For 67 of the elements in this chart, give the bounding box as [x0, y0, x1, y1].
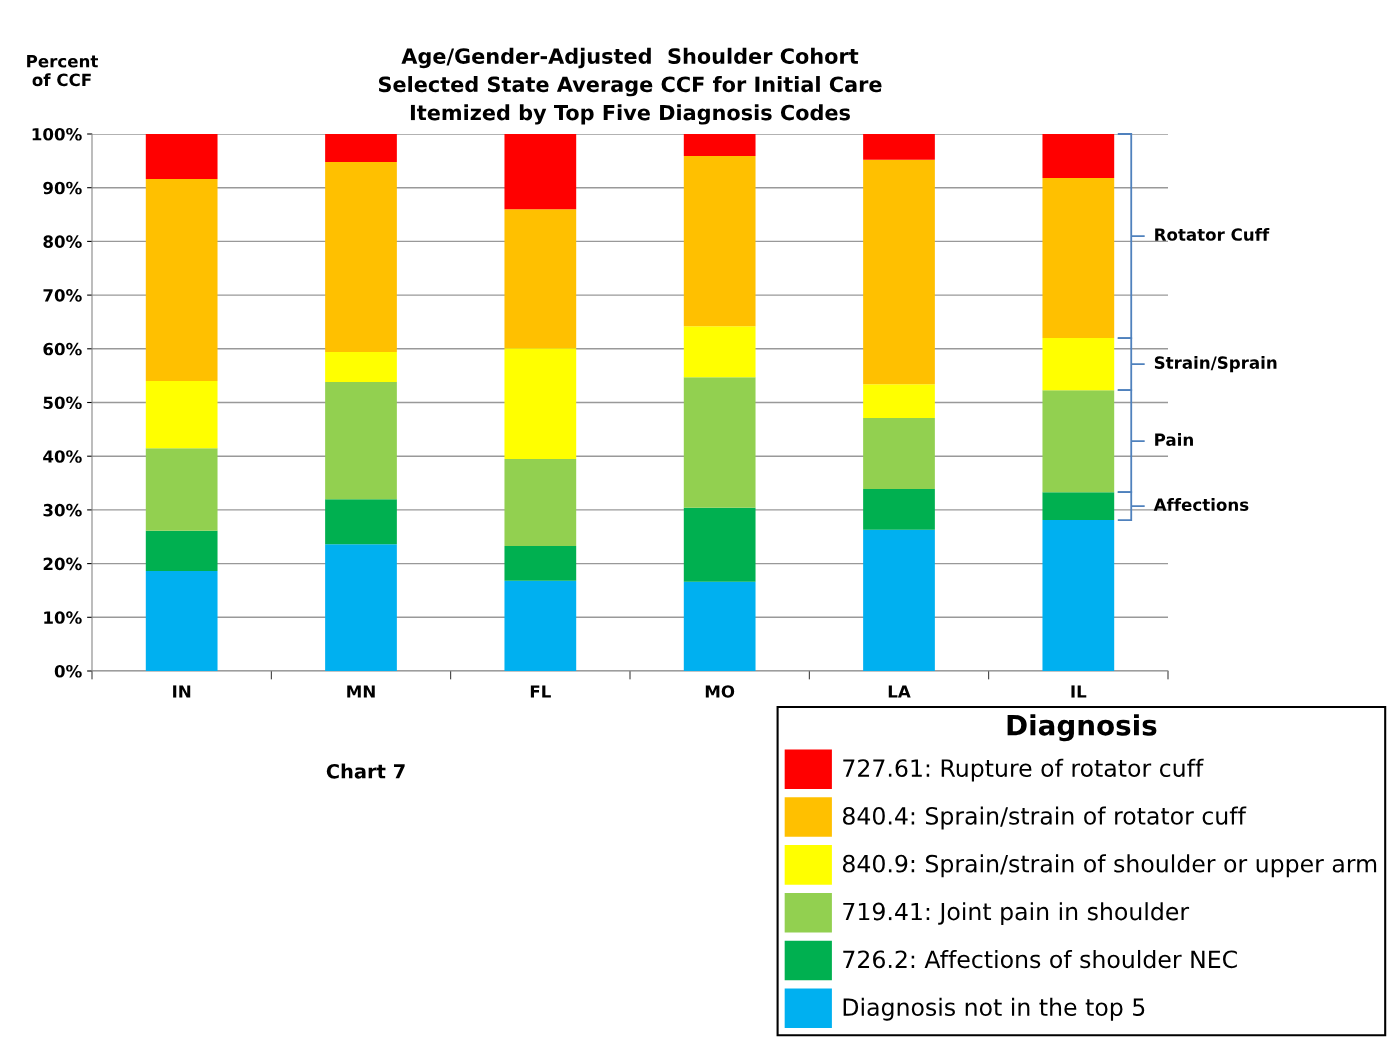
legend-label: 840.9: Sprain/strain of shoulder or upper arm [842, 854, 1377, 878]
y-tick-label: 80% [43, 235, 82, 248]
annotation: Affections [1153, 498, 1249, 511]
bar [1042, 338, 1115, 391]
y-tick-label: 10% [44, 611, 82, 624]
annotation: Pain [1155, 433, 1193, 446]
y-tick-label: 60% [43, 342, 82, 356]
y-tick-label: 40% [43, 450, 82, 463]
legend-label: 840.4: Sprain/strain of rotator cuff [842, 806, 1247, 830]
bar [145, 179, 218, 382]
bar [683, 581, 756, 671]
y-tick-label: 30% [43, 503, 82, 517]
bar [1042, 492, 1115, 521]
bar [863, 384, 935, 419]
bar [863, 134, 935, 160]
bar [504, 458, 577, 546]
bar [145, 448, 218, 531]
legend-title: Diagnosis [1007, 714, 1157, 742]
bar [325, 352, 397, 383]
bar [1042, 390, 1115, 493]
bar [683, 377, 756, 508]
bar [863, 159, 935, 385]
legend-label: 726.2: Affections of shoulder NEC [843, 949, 1237, 969]
x-tick-label: FL [530, 685, 551, 698]
x-tick-label: IN [173, 685, 191, 698]
bar [325, 134, 397, 162]
bar [145, 381, 218, 449]
bar [504, 545, 577, 581]
annotation: Strain/Sprain [1154, 356, 1277, 373]
bar [325, 161, 397, 353]
bar [504, 348, 577, 459]
y-axis-title: Percent of CCF [27, 55, 98, 87]
legend-label: 727.61: Rupture of rotator cuff [843, 758, 1204, 782]
bar [683, 326, 756, 378]
bar [325, 499, 397, 545]
bar [504, 209, 577, 349]
y-tick-label: 0% [54, 664, 82, 678]
bar [504, 580, 577, 671]
x-tick-label: IL [1071, 685, 1087, 698]
y-tick-label: 90% [43, 181, 82, 195]
bar [1042, 134, 1115, 179]
bar [325, 382, 397, 500]
y-tick-label: 50% [43, 396, 82, 410]
bar [863, 418, 935, 489]
y-tick-label: 20% [43, 557, 82, 571]
legend-label: Diagnosis not in the top 5 [843, 997, 1145, 1021]
bar [863, 529, 935, 671]
annotation: Rotator Cuff [1155, 227, 1270, 241]
bar [1042, 178, 1115, 339]
bar [325, 544, 397, 671]
bar [145, 134, 218, 180]
bar [683, 507, 756, 582]
caption: Chart 7 [326, 763, 405, 779]
x-tick-label: MO [705, 685, 735, 698]
bar [863, 488, 935, 530]
chart-title: Age/Gender-Adjusted Shoulder Cohort Selected State Average CCF for Initial Care Itemized by Top Five Diagnosis Codes [378, 47, 882, 125]
y-tick-label: 70% [43, 289, 82, 302]
bar [683, 156, 756, 327]
legend-label: 719.41: Joint pain in shoulder [843, 902, 1190, 925]
bar [1042, 520, 1115, 671]
bar [145, 571, 218, 671]
x-tick-label: LA [888, 685, 911, 698]
bar [504, 134, 577, 210]
x-tick-label: MN [347, 685, 375, 698]
bar [145, 530, 218, 572]
y-tick-label: 100% [32, 127, 82, 141]
bar [683, 134, 756, 157]
